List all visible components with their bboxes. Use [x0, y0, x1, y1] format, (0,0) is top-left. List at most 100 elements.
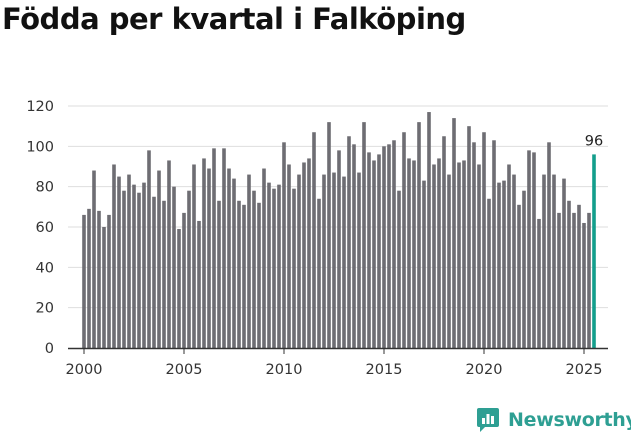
bar — [332, 172, 336, 348]
bar — [547, 142, 551, 348]
x-tick-label: 2000 — [66, 362, 103, 378]
bar — [192, 164, 196, 348]
bar — [212, 148, 216, 348]
bar — [427, 112, 431, 348]
bar — [562, 178, 566, 348]
bar — [437, 158, 441, 348]
brand-logo[interactable]: Newsworthy — [476, 407, 631, 433]
bar — [272, 188, 276, 348]
bar — [517, 204, 521, 348]
bar — [572, 212, 576, 348]
bar — [132, 184, 136, 348]
bar — [97, 210, 101, 348]
bar — [492, 140, 496, 348]
bar — [267, 182, 271, 348]
bar — [82, 214, 86, 348]
chart-title: Födda per kvartal i Falköping — [2, 2, 466, 36]
bar — [527, 150, 531, 348]
bar — [262, 168, 266, 348]
bar — [222, 148, 226, 348]
y-tick-label: 40 — [36, 260, 54, 276]
bar — [577, 204, 581, 348]
bar — [342, 176, 346, 348]
bar — [512, 174, 516, 348]
bar — [362, 122, 366, 348]
bar — [252, 190, 256, 348]
bar — [532, 152, 536, 348]
bar — [127, 174, 131, 348]
bar — [142, 182, 146, 348]
x-tick-label: 2010 — [266, 362, 303, 378]
bar — [117, 176, 121, 348]
bar — [232, 178, 236, 348]
bar — [497, 182, 501, 348]
bar — [112, 164, 116, 348]
bar — [277, 184, 281, 348]
bar — [237, 200, 241, 348]
bar — [307, 158, 311, 348]
bar — [287, 164, 291, 348]
bar — [122, 190, 126, 348]
bar — [157, 170, 161, 348]
bar — [372, 160, 376, 348]
bar — [357, 172, 361, 348]
bar — [197, 220, 201, 348]
bar — [417, 122, 421, 348]
bar — [292, 188, 296, 348]
bar — [542, 174, 546, 348]
bar — [367, 152, 371, 348]
bar — [187, 190, 191, 348]
bar — [502, 180, 506, 348]
bar — [537, 218, 541, 348]
bar — [477, 164, 481, 348]
bar — [92, 170, 96, 348]
bar — [442, 136, 446, 348]
bar — [312, 132, 316, 348]
bar — [397, 190, 401, 348]
bar — [317, 198, 321, 348]
bar-latest — [592, 154, 596, 348]
y-tick-label: 20 — [36, 301, 54, 317]
bar — [432, 164, 436, 348]
y-tick-label: 60 — [36, 220, 54, 236]
bar — [347, 136, 351, 348]
bar — [227, 168, 231, 348]
bar — [137, 192, 141, 348]
y-tick-label: 80 — [36, 180, 54, 196]
bar — [557, 212, 561, 348]
bar — [462, 160, 466, 348]
brand-name: Newsworthy — [508, 409, 631, 431]
bar — [447, 174, 451, 348]
y-tick-label: 100 — [26, 139, 54, 155]
bar — [282, 142, 286, 348]
bar — [587, 212, 591, 348]
bar — [297, 174, 301, 348]
bar — [182, 212, 186, 348]
bar — [257, 202, 261, 348]
bar — [107, 214, 111, 348]
bar — [387, 144, 391, 348]
bar — [412, 160, 416, 348]
bar — [202, 158, 206, 348]
bar — [147, 150, 151, 348]
bar — [472, 142, 476, 348]
bar — [302, 162, 306, 348]
bar — [152, 196, 156, 348]
newsworthy-logo-icon — [477, 408, 499, 432]
bar — [402, 132, 406, 348]
bar — [162, 200, 166, 348]
latest-value-label: 96 — [585, 133, 603, 149]
bar — [507, 164, 511, 348]
bar — [247, 174, 251, 348]
bar — [242, 204, 246, 348]
bar — [452, 118, 456, 348]
x-tick-label: 2025 — [566, 362, 603, 378]
bar — [167, 160, 171, 348]
x-tick-label: 2020 — [466, 362, 503, 378]
bars — [82, 112, 596, 348]
bar — [522, 190, 526, 348]
bar — [567, 200, 571, 348]
bar — [87, 208, 91, 348]
bar — [217, 200, 221, 348]
